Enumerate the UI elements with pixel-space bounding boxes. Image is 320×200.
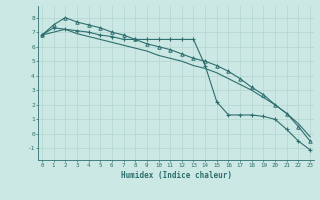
X-axis label: Humidex (Indice chaleur): Humidex (Indice chaleur) (121, 171, 231, 180)
